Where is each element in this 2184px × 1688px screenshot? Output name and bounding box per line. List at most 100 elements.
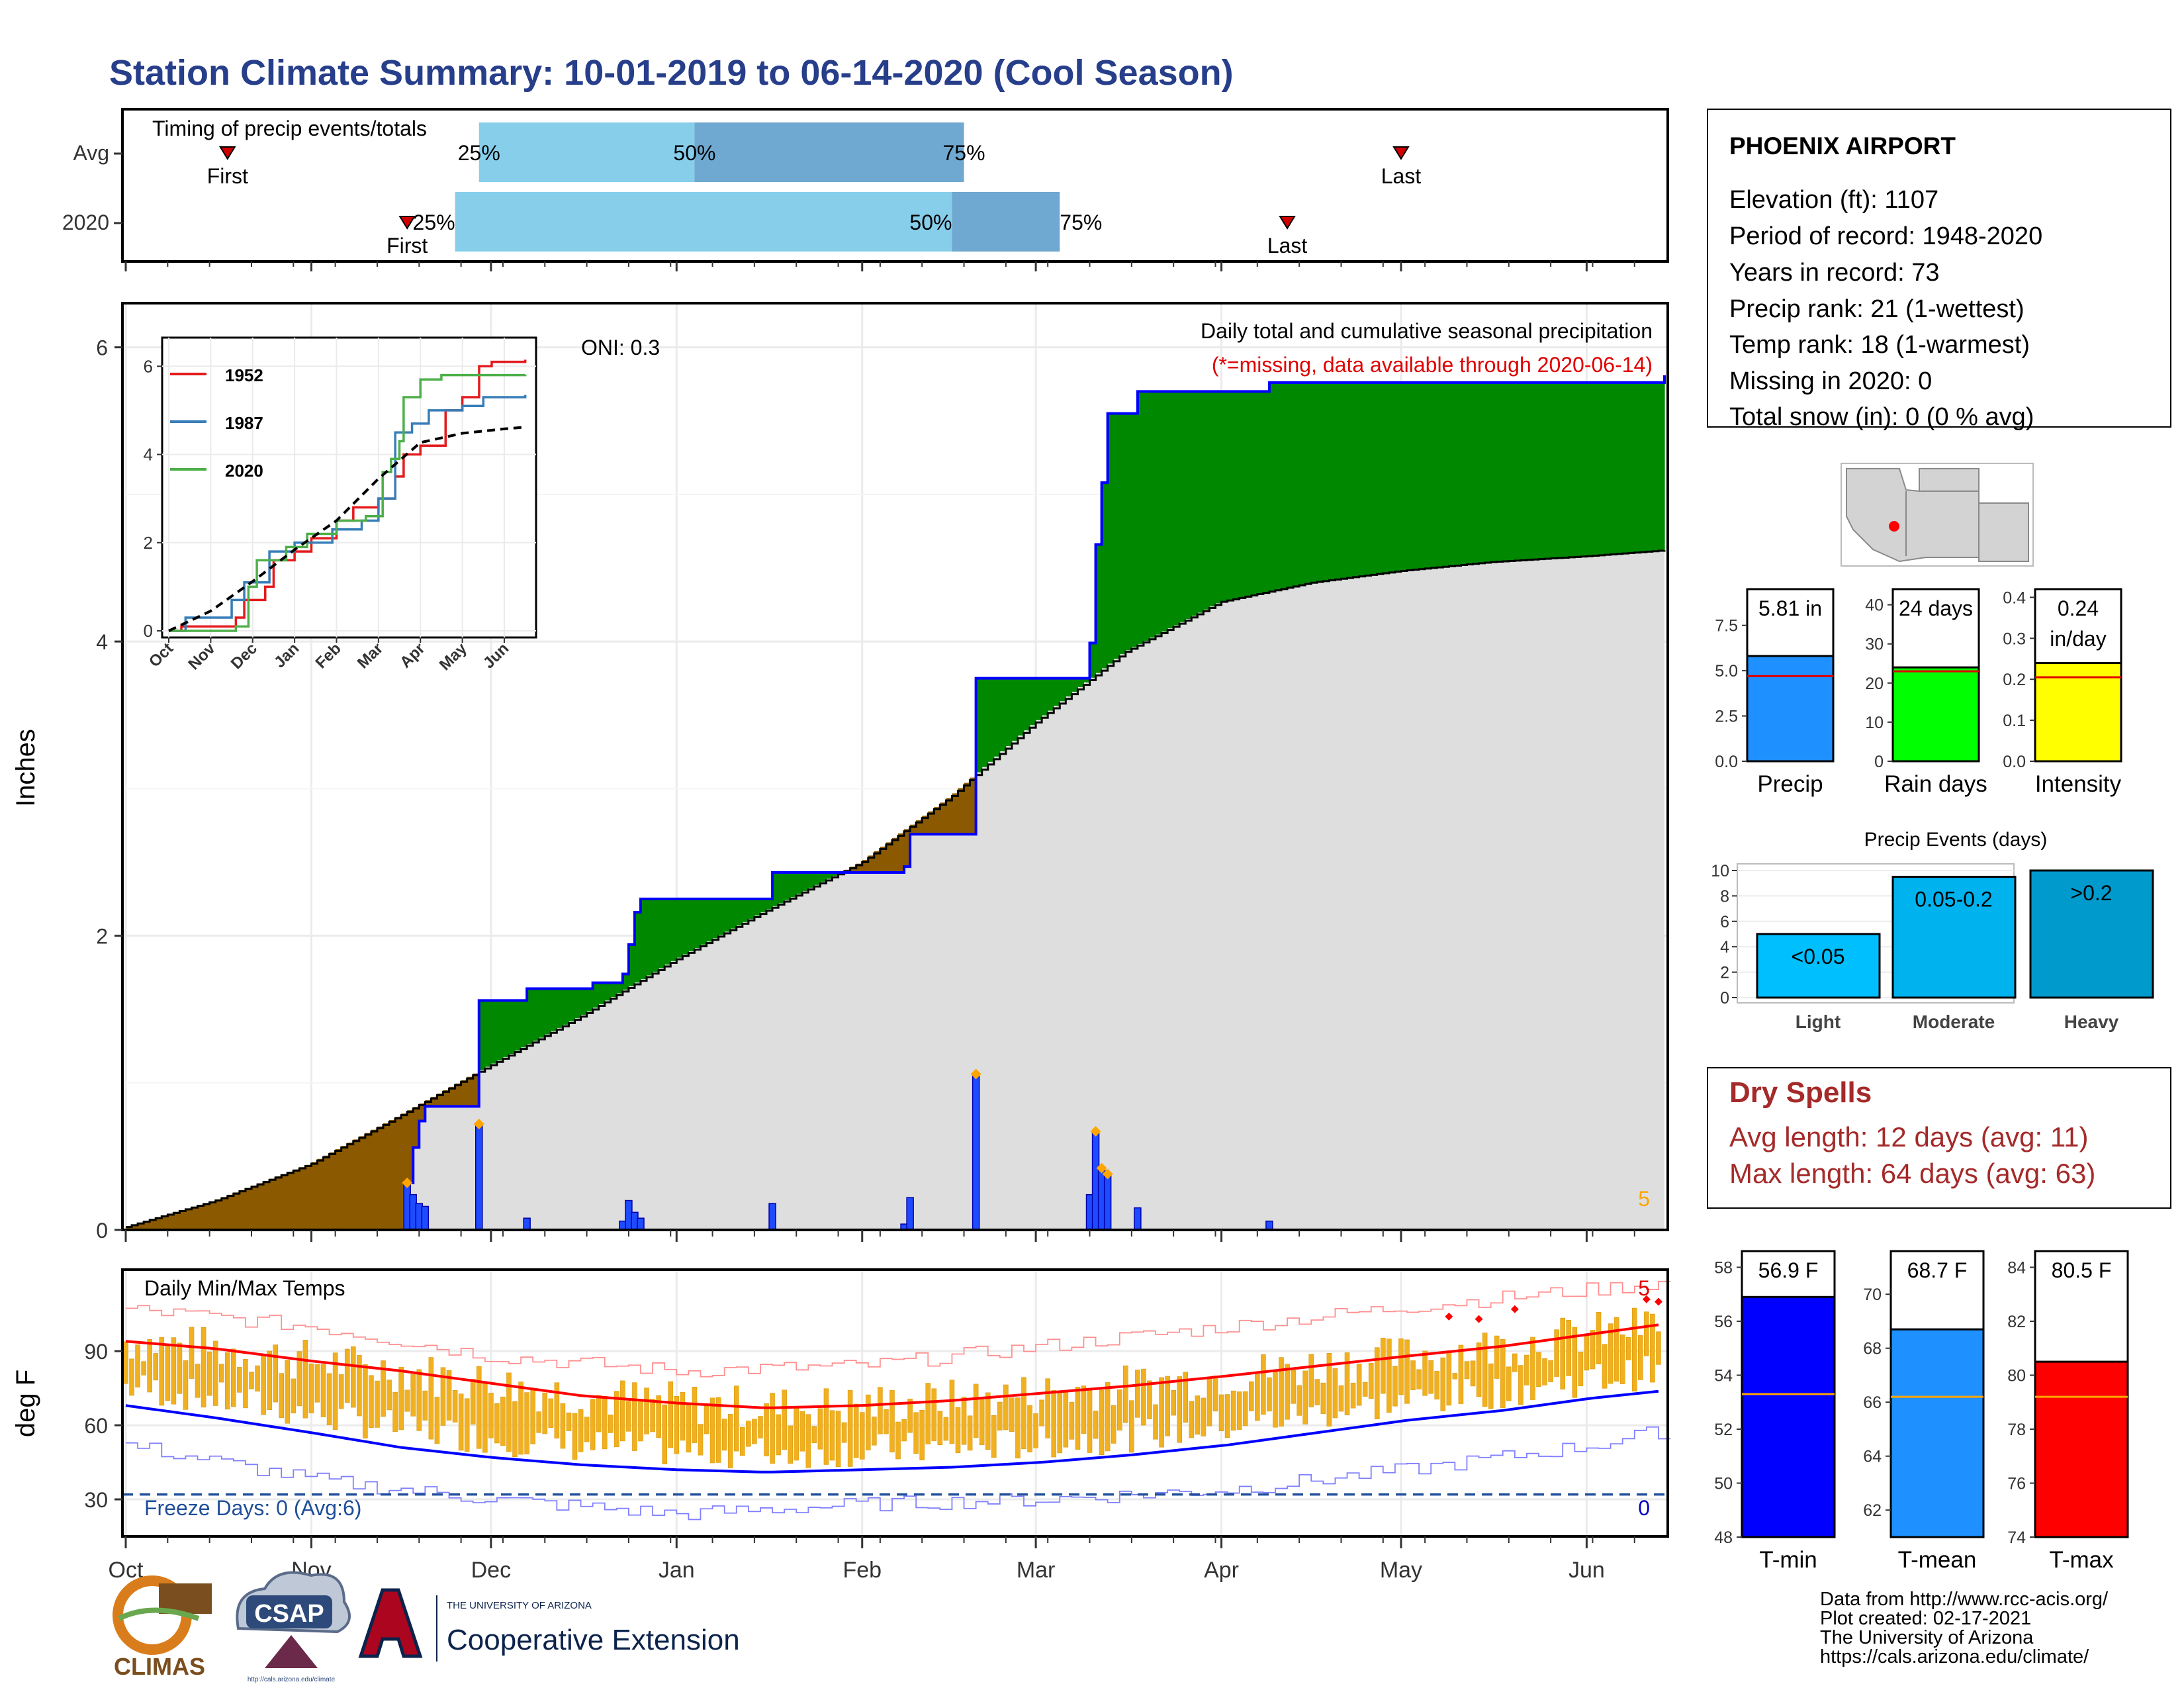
temp-day-bar (823, 1388, 829, 1465)
dry-spells-title: Dry Spells (1729, 1076, 1872, 1109)
temp-day-bar (369, 1375, 374, 1429)
surplus-band (616, 982, 623, 994)
events-tick-label-0: 0 (1720, 989, 1729, 1008)
tempbar-fill-1 (1889, 1328, 1985, 1538)
temp-day-bar (255, 1365, 260, 1392)
tempbar-label-2: T-max (2049, 1547, 2114, 1573)
surplus-band (569, 988, 576, 1022)
deficit-band (467, 1076, 474, 1107)
minibar-tick-label-10: 10 (1865, 714, 1884, 732)
temp-day-bar (1344, 1352, 1350, 1415)
temp-day-bar (1572, 1327, 1578, 1398)
temp-day-bar (656, 1395, 661, 1438)
temp-day-bar (416, 1369, 422, 1431)
temp-title: Daily Min/Max Temps (144, 1276, 345, 1300)
deficit-band (431, 1096, 438, 1107)
temp-day-bar (518, 1382, 523, 1455)
surplus-band (574, 988, 582, 1019)
temp-day-bar (1087, 1389, 1093, 1453)
deficit-band (473, 1073, 480, 1107)
season-total-bars: 0.0 2.5 5.0 7.5 5.81 in Precip 0 10 20 30 40 24 day… (1715, 588, 2122, 797)
events-bar-light (1756, 933, 1881, 999)
average-area (126, 550, 1664, 1231)
corner-count: 5 (1638, 1187, 1650, 1211)
temp-day-bar (1482, 1333, 1488, 1407)
temp-day-bar (1218, 1394, 1224, 1432)
surplus-band (557, 988, 564, 1028)
record-high-marker-3 (1642, 1295, 1651, 1303)
surplus-band (981, 678, 989, 767)
surplus-band (1569, 383, 1575, 557)
temp-day-bar (1224, 1394, 1230, 1438)
deficit-band (287, 1172, 294, 1230)
minibar-label-1: Rain days (1884, 771, 1987, 797)
temp-day-bar (1093, 1411, 1099, 1439)
temp-day-bar (1602, 1344, 1608, 1389)
tempbar-fill-0 (1741, 1295, 1836, 1538)
station-location-marker (1889, 521, 1899, 532)
surplus-band (1341, 383, 1348, 579)
temp-day-bar (1111, 1405, 1116, 1444)
daily-bar-3 (421, 1205, 430, 1231)
deficit-band (144, 1221, 150, 1230)
temp-day-bar (218, 1364, 224, 1383)
temp-day-bar (1476, 1342, 1482, 1397)
surplus-band (527, 988, 533, 1045)
precip-events-panel: Precip Events (days) 0 2 4 6 8 10 <0.05 Light 0.… (1711, 829, 2154, 1032)
events-tick-label-2: 2 (1720, 964, 1729, 982)
temp-day-bar (1512, 1353, 1518, 1372)
timing-q50-75-0 (694, 122, 964, 182)
surplus-band (1251, 391, 1258, 595)
temp-day-bar (1242, 1391, 1248, 1427)
deficit-band (185, 1208, 193, 1230)
tempbar-value-0: 56.9 F (1758, 1258, 1819, 1282)
deficit-band (401, 1113, 408, 1230)
temp-day-bar (776, 1414, 781, 1456)
minibar-value-0: 5.81 in (1758, 596, 1822, 620)
surplus-band (1592, 383, 1600, 556)
daily-bar-10 (768, 1203, 776, 1231)
temp-day-bar (865, 1394, 871, 1450)
surplus-band (820, 872, 827, 882)
tempbar-tick-label-56: 56 (1714, 1313, 1733, 1331)
minibar-label-2: Intensity (2035, 771, 2122, 797)
surplus-band (1173, 391, 1180, 626)
surplus-band (1215, 391, 1222, 604)
minibar-fill-1 (1891, 666, 1980, 763)
temp-day-bar (961, 1397, 967, 1445)
daily-bar-9 (637, 1217, 645, 1231)
temp-day-bar (206, 1351, 212, 1396)
daily-marker-15 (1090, 1126, 1101, 1137)
surplus-band (1502, 383, 1510, 561)
surplus-band (634, 912, 641, 983)
daily-bar-13 (972, 1073, 980, 1231)
temp-day-bar (1326, 1352, 1332, 1427)
temp-day-bar (715, 1397, 721, 1463)
timing-q75-label-1: 75% (1060, 211, 1102, 234)
temp-day-bar (1248, 1381, 1254, 1411)
surplus-band (1269, 383, 1276, 591)
surplus-band (1054, 678, 1060, 706)
oni-label: ONI: 0.3 (581, 336, 660, 359)
temp-day-bar (512, 1401, 518, 1458)
temp-day-bar (662, 1404, 668, 1464)
deficit-band (449, 1086, 456, 1107)
timing-q50-75-1 (952, 192, 1060, 252)
timing-x-ticks (124, 261, 1635, 271)
temp-x-tick-label-Jan: Jan (659, 1558, 695, 1583)
minibar-tick-label-0.3: 0.3 (2003, 630, 2026, 648)
deficit-band (126, 1226, 132, 1230)
surplus-band (659, 899, 665, 968)
temp-day-bar (590, 1399, 596, 1450)
temp-day-bar (835, 1411, 841, 1468)
temp-day-bar (1566, 1319, 1572, 1376)
temp-day-bar (189, 1327, 195, 1379)
csap-url: http://cals.arizona.edu/climate (248, 1676, 336, 1683)
ua-small-text: THE UNIVERSITY OF ARIZONA (447, 1600, 592, 1611)
precip-note: Daily total and cumulative seasonal prec… (1201, 319, 1653, 343)
temp-day-bar (1201, 1397, 1206, 1436)
deficit-band (904, 829, 911, 867)
missing-note: (*=missing, data available through 2020-… (1212, 353, 1653, 377)
temp-day-bar (758, 1416, 763, 1438)
temp-day-bar (1279, 1357, 1284, 1427)
